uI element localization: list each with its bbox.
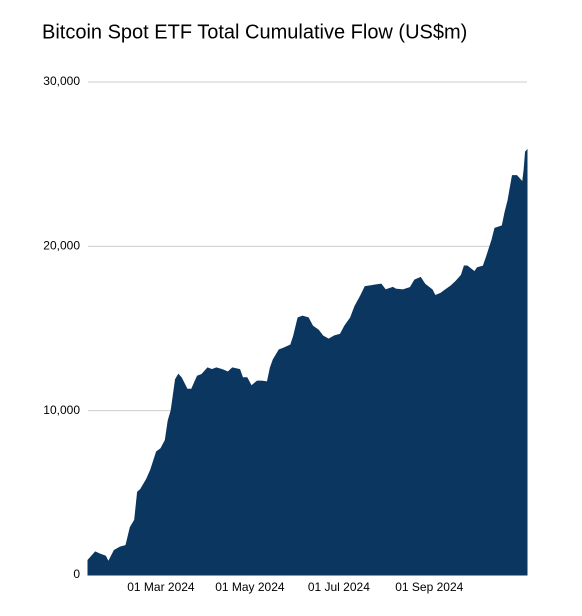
x-tick-label: 01 May 2024: [215, 580, 285, 594]
y-tick-label: 20,000: [43, 239, 80, 253]
x-tick-label: 01 Jul 2024: [308, 580, 370, 594]
x-tick-label: 01 Sep 2024: [395, 580, 463, 594]
area: [87, 148, 528, 576]
x-tick-label: 01 Mar 2024: [127, 580, 195, 594]
y-tick-label: 10,000: [43, 403, 80, 417]
y-tick-label: 0: [73, 567, 80, 581]
y-tick-label: 30,000: [43, 74, 80, 88]
chart-title: Bitcoin Spot ETF Total Cumulative Flow (…: [42, 21, 467, 43]
